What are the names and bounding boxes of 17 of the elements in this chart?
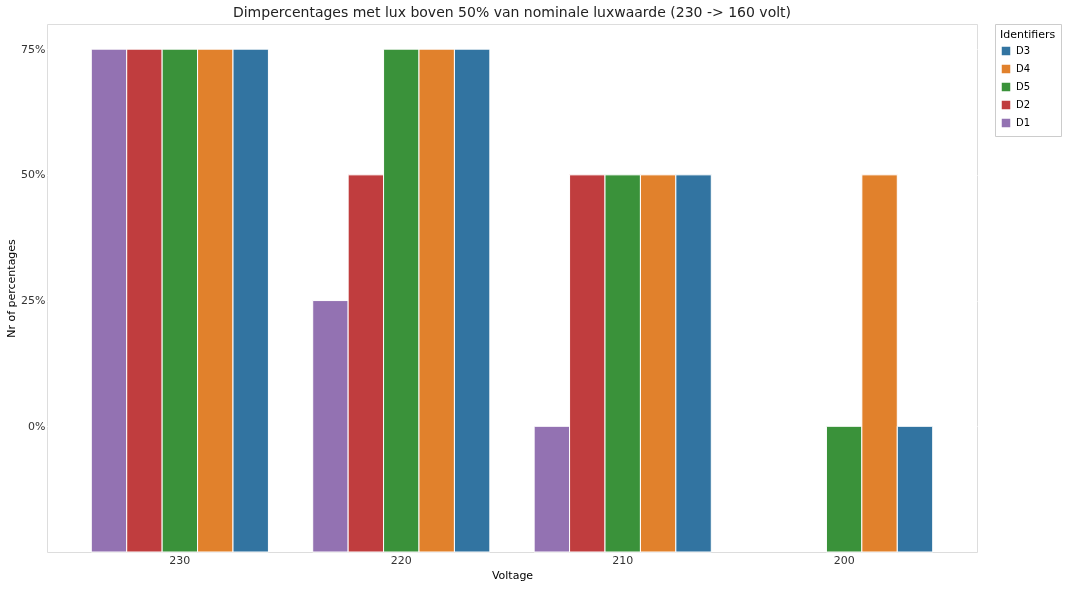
y-tick-label: 25% <box>21 294 46 308</box>
legend-label: D1 <box>1016 117 1031 128</box>
chart-title: Dimpercentages met lux boven 50% van nominale luxwaarde (230 -> 160 volt) <box>232 3 792 20</box>
y-tick-label: 50% <box>21 168 46 182</box>
x-tick-label: 220 <box>390 553 412 567</box>
x-tick-label: 210 <box>612 553 634 567</box>
legend-label: D5 <box>1016 81 1031 92</box>
x-tick-label: 200 <box>833 553 855 567</box>
legend-label: D4 <box>1016 63 1031 74</box>
legend-title: Identifiers <box>1000 28 1056 41</box>
legend-label: D2 <box>1016 99 1031 110</box>
y-tick-label: 0% <box>28 419 46 433</box>
legend-label: D3 <box>1016 45 1031 56</box>
y-tick-label: 75% <box>21 42 46 56</box>
x-tick-label: 230 <box>169 553 191 567</box>
y-axis-title: Nr of percentages <box>5 238 19 338</box>
x-axis-title: Voltage <box>491 568 534 582</box>
